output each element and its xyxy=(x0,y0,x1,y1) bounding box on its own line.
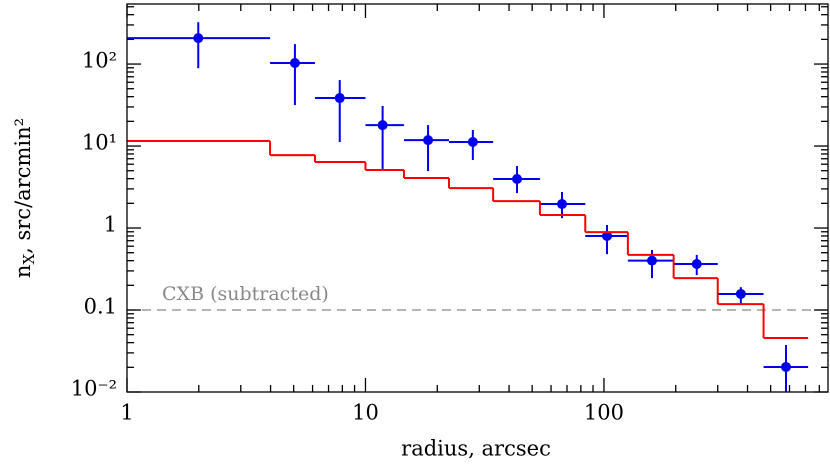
x-tick-label: 100 xyxy=(584,401,624,425)
data-point xyxy=(193,33,204,44)
data-point xyxy=(646,255,657,266)
y-tick-label: 1 xyxy=(104,213,117,237)
annotation: CXB (subtracted) xyxy=(162,283,329,305)
data-point xyxy=(289,57,300,68)
x-axis-label: radius, arcsec xyxy=(401,437,551,461)
x-tick-label: 1 xyxy=(120,401,133,425)
y-tick-label: 0.1 xyxy=(84,295,117,319)
data-point xyxy=(691,259,702,270)
data-point xyxy=(512,174,523,185)
data-point xyxy=(735,288,746,299)
y-tick-label: 10² xyxy=(82,49,117,73)
y-tick-label: 10¹ xyxy=(82,131,117,155)
data-point xyxy=(557,199,568,210)
y-axis-label: nX, src/arcmin² xyxy=(11,118,39,278)
data-point xyxy=(467,137,478,148)
data-point xyxy=(377,120,388,131)
data-point xyxy=(334,93,345,104)
data-point xyxy=(781,361,792,372)
data-point xyxy=(423,135,434,146)
plot-frame xyxy=(126,3,829,393)
y-tick-label: 10⁻² xyxy=(71,377,117,401)
x-tick-label: 10 xyxy=(352,401,379,425)
data-point xyxy=(602,230,613,241)
